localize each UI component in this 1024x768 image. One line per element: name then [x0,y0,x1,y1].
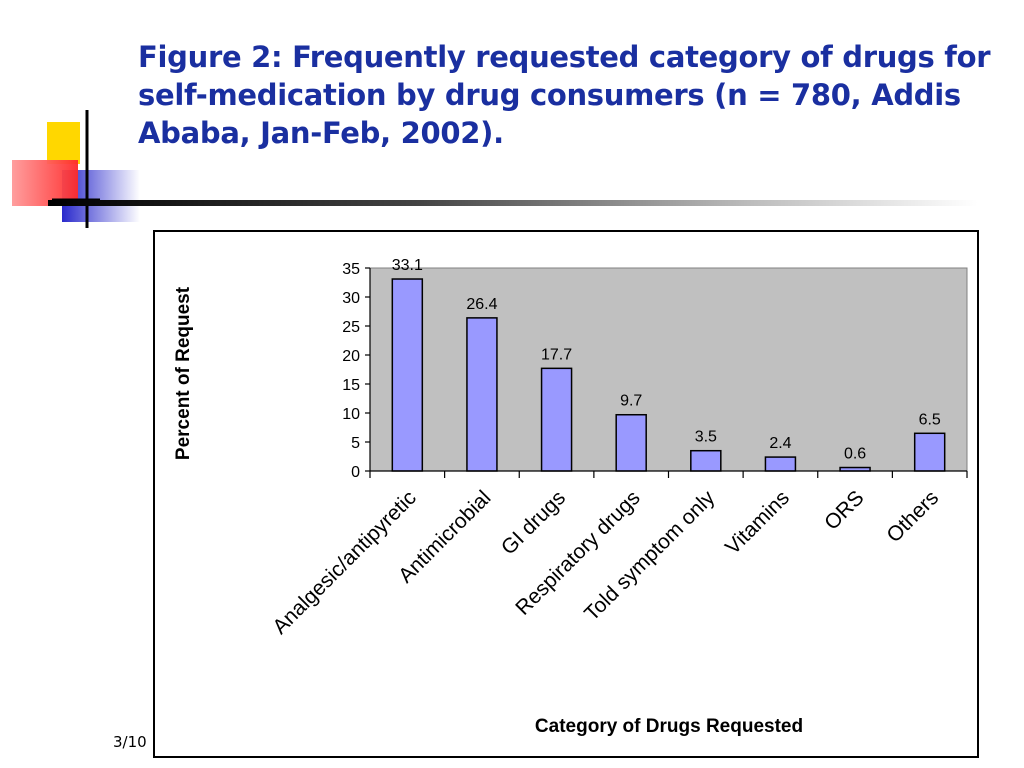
y-tick-label: 20 [342,348,360,365]
y-tick-label: 30 [342,290,360,307]
data-label: 9.7 [620,393,642,410]
logo-red-square [12,160,78,206]
x-tick-label: Respiratory drugs [511,486,644,619]
y-axis-label: Percent of Request [173,286,194,460]
bar-analgesic-antipyretic [391,278,424,472]
data-label: 2.4 [769,435,791,452]
data-label: 17.7 [541,346,572,363]
y-tick-label: 0 [351,464,360,481]
y-tick-label: 15 [342,377,360,394]
data-label: 33.1 [392,257,423,274]
chart-frame: 33.1 26.4 17.7 9.7 3.5 2.4 0.6 6.5 0 5 10 15 20 25 30 3… [153,230,979,758]
data-label: 3.5 [695,429,717,446]
data-label: 6.5 [919,411,941,428]
y-tick-label: 25 [342,319,360,336]
bar-told-symptom-only [690,449,722,472]
bar-antimicrobial [466,317,498,472]
bar-chart: 33.1 26.4 17.7 9.7 3.5 2.4 0.6 6.5 0 5 10 15 20 25 30 3… [173,257,968,737]
bar-gi-drugs [540,367,573,472]
title-divider [48,200,978,206]
bar-vitamins [764,456,797,472]
logo-yellow-square [47,122,80,164]
plot-area [369,267,968,472]
data-label: 26.4 [466,296,497,313]
slide-title: Figure 2: Frequently requested category … [138,40,991,150]
x-tick-label: Vitamins [721,486,794,559]
x-axis-label: Category of Drugs Requested [535,716,803,737]
y-tick-label: 35 [342,261,360,278]
x-tick-label: Analgesic/antipyretic [268,486,420,638]
x-tick-label: GI drugs [497,486,570,559]
x-tick-label: ORS [820,486,868,534]
bar-others [913,432,946,472]
x-tick-label: Others [882,486,943,547]
bar-respiratory-drugs [615,413,647,472]
footer-date: 3/10 [113,733,147,751]
y-tick-label: 10 [342,406,360,423]
data-label: 0.6 [844,446,866,463]
y-tick-label: 5 [351,435,360,452]
x-tick-label: Told symptom only [580,486,720,626]
